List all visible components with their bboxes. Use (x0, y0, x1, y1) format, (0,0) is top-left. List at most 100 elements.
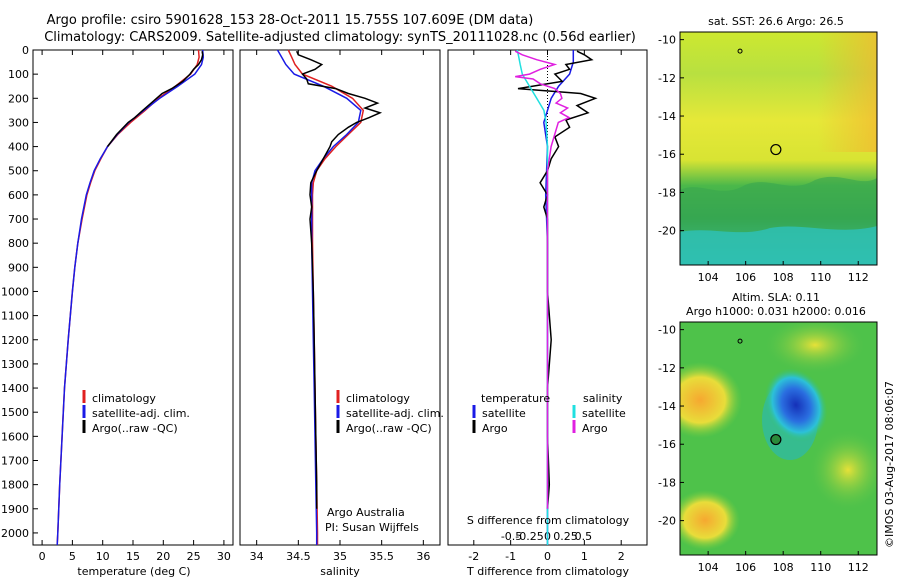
depth-tick-label: 1300 (1, 358, 29, 371)
lon-tick-label: 106 (735, 271, 756, 284)
sla-argo-position-marker (770, 433, 782, 446)
sla-map-panel: Altim. SLA: 0.11 Argo h1000: 0.031 h2000… (658, 291, 878, 574)
series-line-temperature-argo (517, 50, 598, 509)
lon-tick-label: 110 (810, 561, 831, 574)
x-tick-label: 30 (217, 550, 231, 563)
depth-tick-label: 500 (8, 165, 29, 178)
x-tick-label: 34.5 (286, 550, 311, 563)
legend-label-climatology: climatology (92, 392, 156, 405)
sst-warm-band (680, 32, 877, 152)
sst-coldest-region (680, 226, 877, 265)
depth-axis: 0 100 200 300 400 500 600 700 800 900 1000 1100 1200… (1, 44, 38, 540)
sla-map-title-line-1: Altim. SLA: 0.11 (732, 291, 820, 304)
depth-tick-label: 1900 (1, 503, 29, 516)
series-line-argo-raw-qc- (106, 51, 204, 148)
depth-tick-label: 1600 (1, 430, 29, 443)
legend-header-salinity: salinity (583, 392, 623, 405)
series-line-salinity-argo (514, 50, 571, 509)
institution-label: Argo Australia (327, 506, 405, 519)
lon-tick-label: 104 (698, 561, 719, 574)
lon-tick-label: 104 (698, 271, 719, 284)
lat-tick-label: -14 (658, 110, 676, 123)
x-tick-label: 34 (250, 550, 264, 563)
lon-tick-label: 112 (848, 271, 869, 284)
sla-previous-position-marker (737, 338, 743, 344)
sla-high-west (680, 362, 742, 438)
legend-label-argo: Argo(..raw -QC) (346, 422, 432, 435)
x-tick-label: 20 (156, 550, 170, 563)
legend-label-climatology: climatology (346, 392, 410, 405)
temperature-axis-label: temperature (deg C) (77, 565, 190, 578)
t-difference-axis-label: T difference from climatology (466, 565, 629, 578)
lat-tick-label: -18 (658, 476, 676, 489)
series-line-satellite-adj-clim- (276, 49, 362, 545)
s-difference-tick-label: 0.25 (553, 530, 578, 543)
x-tick-label: 25 (187, 550, 201, 563)
salinity-axis-label: salinity (320, 565, 360, 578)
sla-map-axes: 104 106 108 110 112 -10 -12 -14 -16 -18 -20 (658, 324, 869, 574)
depth-tick-label: 200 (8, 92, 29, 105)
x-tick-label: 35 (333, 550, 347, 563)
depth-tick-label: 700 (8, 213, 29, 226)
lat-tick-label: -10 (658, 324, 676, 337)
figure-title-line-1: Argo profile: csiro 5901628_153 28-Oct-2… (47, 13, 534, 28)
depth-tick-label: 1700 (1, 454, 29, 467)
salinity-plot-frame (239, 49, 441, 546)
sst-argo-position-marker (770, 143, 782, 156)
lat-tick-label: -10 (658, 34, 676, 47)
sla-map-title-line-2: Argo h1000: 0.031 h2000: 0.016 (686, 305, 866, 318)
x-tick-label: 2 (618, 550, 625, 563)
sst-previous-position-marker (737, 48, 743, 54)
sla-map-frame (679, 321, 878, 556)
lat-tick-label: -16 (658, 438, 676, 451)
x-tick-label: -1 (505, 550, 516, 563)
depth-tick-label: 300 (8, 116, 29, 129)
legend-label-satellite: satellite-adj. clim. (346, 407, 444, 420)
depth-tick-label: 100 (8, 68, 29, 81)
lon-tick-label: 112 (848, 561, 869, 574)
sst-map-frame (679, 31, 878, 266)
series-line-argo-raw-qc- (296, 50, 383, 509)
x-tick-label: 36 (416, 550, 430, 563)
depth-tick-label: 1500 (1, 406, 29, 419)
legend-header-temperature: temperature (481, 392, 550, 405)
sla-low-eddy (764, 368, 828, 442)
figure-title-line-2: Climatology: CARS2009. Satellite-adjuste… (44, 30, 636, 45)
s-difference-x-axis: -0.5-0.2500.250.5 (501, 530, 592, 543)
imos-credit: ©IMOS 03-Aug-2017 08:06:07 (883, 381, 896, 548)
series-line-satellite-adj-clim- (56, 49, 205, 546)
sst-map-axes: 104 106 108 110 112 -10 -12 -14 -16 -18 -20 (658, 34, 869, 284)
sst-map-field (680, 32, 877, 265)
lat-tick-label: -12 (658, 72, 676, 85)
lat-tick-label: -20 (658, 515, 676, 528)
x-tick-label: -2 (468, 550, 479, 563)
temperature-series (56, 49, 205, 546)
temperature-panel: 0100200300400500600700800900100011001200… (1, 44, 234, 578)
sla-high-east (810, 430, 877, 510)
legend-label-temp-argo: Argo (482, 422, 508, 435)
salinity-series (276, 49, 383, 545)
depth-tick-label: 800 (8, 237, 29, 250)
salinity-x-axis: 34 34.5 35 35.5 36 (250, 50, 430, 563)
x-tick-label: 10 (96, 550, 110, 563)
depth-tick-label: 400 (8, 141, 29, 154)
lon-tick-label: 108 (773, 271, 794, 284)
lon-tick-label: 108 (773, 561, 794, 574)
depth-tick-label: 0 (22, 44, 29, 57)
lat-tick-label: -14 (658, 400, 676, 413)
sla-high-southwest (680, 490, 740, 550)
pi-label: PI: Susan Wijffels (325, 521, 419, 534)
s-difference-tick-label: -0.5 (501, 530, 522, 543)
salinity-legend: climatology satellite-adj. clim. Argo(..… (336, 390, 444, 435)
x-tick-label: 15 (126, 550, 140, 563)
depth-tick-label: 1800 (1, 479, 29, 492)
depth-tick-label: 900 (8, 261, 29, 274)
temperature-legend: climatology satellite-adj. clim. Argo(..… (82, 390, 190, 435)
depth-tick-label: 1200 (1, 334, 29, 347)
x-tick-label: 0 (39, 550, 46, 563)
legend-label-argo: Argo(..raw -QC) (92, 422, 178, 435)
salinity-panel: 34 34.5 35 35.5 36 salinity climatology sate… (239, 49, 444, 578)
legend-label-sal-satellite: satellite (582, 407, 626, 420)
